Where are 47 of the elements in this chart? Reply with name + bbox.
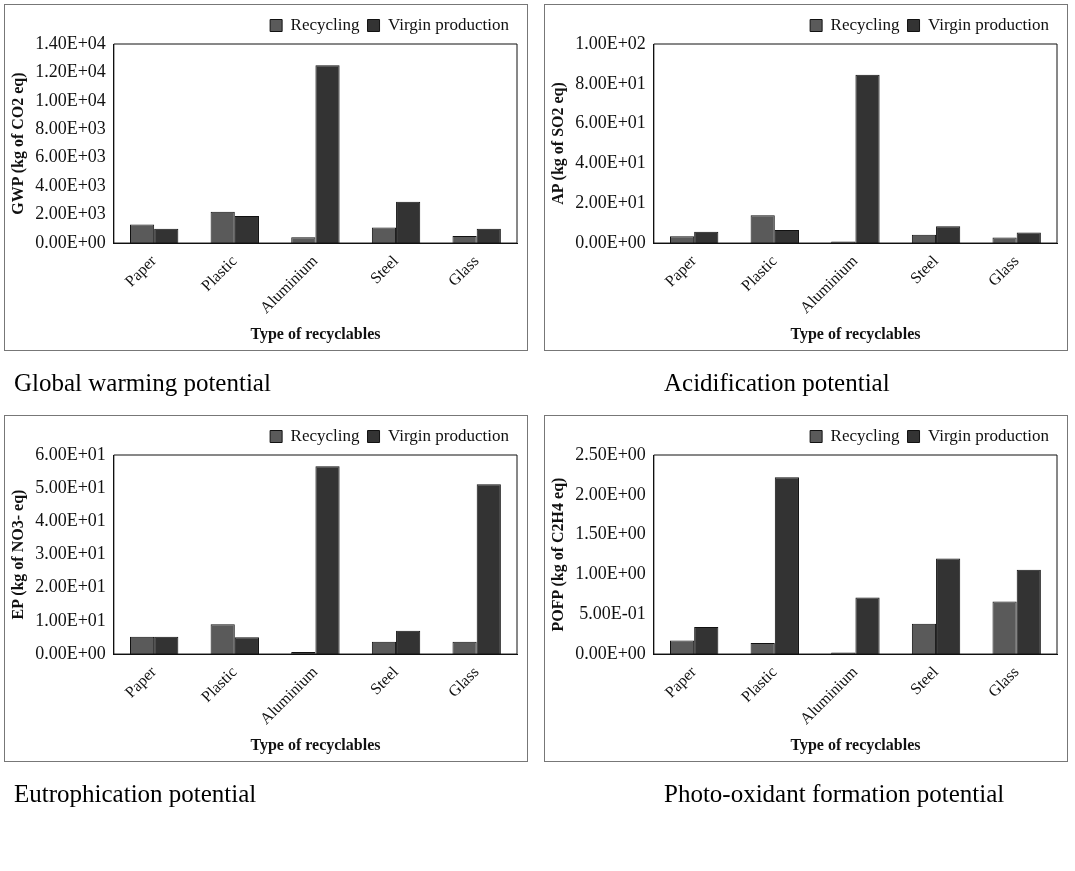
x-axis-title: Type of recyclables (250, 735, 381, 754)
y-tick-label: 1.20E+04 (35, 61, 106, 82)
y-tick-label: 0.00E+00 (575, 231, 646, 252)
y-tick-label: 1.00E+04 (35, 89, 106, 110)
y-tick-label: 0.00E+00 (35, 642, 106, 663)
y-tick-label: 4.00E+01 (575, 152, 646, 173)
y-axis-title: EP (kg of NO3- eq) (8, 489, 27, 620)
legend-label: Recycling (830, 425, 901, 445)
legend-label: Virgin production (388, 425, 510, 445)
y-tick-label: 0.00E+00 (35, 231, 106, 252)
y-tick-label: 4.00E+03 (35, 174, 106, 195)
y-tick-label: 1.00E+01 (35, 609, 106, 630)
y-tick-label: 2.00E+00 (575, 483, 646, 504)
y-tick-label: 2.00E+03 (35, 203, 106, 224)
y-axis-title: POFP (kg of C2H4 eq) (548, 477, 567, 632)
y-tick-label: 6.00E+01 (35, 443, 106, 464)
y-tick-label: 8.00E+03 (35, 118, 106, 139)
y-tick-label: 1.50E+00 (575, 523, 646, 544)
y-tick-label: 2.50E+00 (575, 443, 646, 464)
y-tick-label: 0.00E+00 (575, 642, 646, 663)
y-tick-label: 2.00E+01 (575, 191, 646, 212)
y-tick-label: 1.40E+04 (35, 32, 106, 53)
legend-label: Recycling (830, 14, 901, 34)
y-tick-label: 5.00E-01 (579, 602, 646, 623)
legend-label: Recycling (290, 425, 361, 445)
text: Global warming potential (13, 368, 272, 398)
y-axis-title: AP (kg of SO2 eq) (548, 82, 567, 205)
y-tick-label: 6.00E+03 (35, 146, 106, 167)
y-tick-label: 8.00E+01 (575, 72, 646, 93)
text: Acidification potential (663, 368, 891, 398)
y-tick-label: 5.00E+01 (35, 476, 106, 497)
y-tick-label: 1.00E+02 (575, 32, 646, 53)
legend-label: Virgin production (928, 14, 1050, 34)
legend-label: Recycling (290, 14, 361, 34)
text: Eutrophication potential (13, 779, 258, 809)
y-tick-label: 2.00E+01 (35, 576, 106, 597)
legend-label: Virgin production (928, 425, 1050, 445)
y-tick-label: 4.00E+01 (35, 510, 106, 531)
y-tick-label: 1.00E+00 (575, 563, 646, 584)
text: Photo-oxidant formation potential (663, 779, 1006, 809)
y-axis-title: GWP (kg of CO2 eq) (8, 72, 27, 215)
x-axis-title: Type of recyclables (790, 324, 921, 343)
y-tick-label: 6.00E+01 (575, 112, 646, 133)
y-tick-label: 3.00E+01 (35, 543, 106, 564)
legend-label: Virgin production (388, 14, 510, 34)
x-axis-title: Type of recyclables (790, 735, 921, 754)
x-axis-title: Type of recyclables (250, 324, 381, 343)
